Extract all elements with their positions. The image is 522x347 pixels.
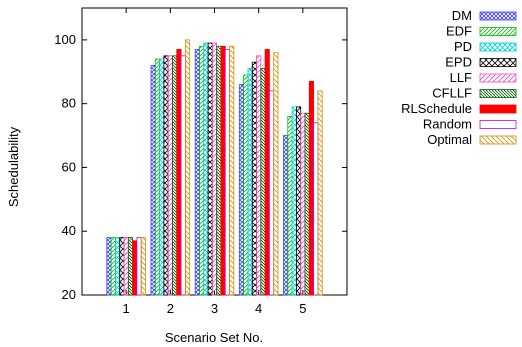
bar-pd-4 bbox=[247, 68, 253, 296]
bar-cfllf-4 bbox=[260, 68, 266, 296]
bar-llf-4 bbox=[256, 55, 262, 296]
bar-optimal-2 bbox=[184, 39, 191, 296]
y-tick-label: 20 bbox=[62, 287, 76, 302]
legend: DMEDFPDEPDLLFCFLLFRLScheduleRandomOptima… bbox=[401, 8, 517, 147]
bar-epd-3 bbox=[207, 42, 213, 296]
bar-edf-4 bbox=[243, 74, 249, 296]
legend-label-random: Random bbox=[423, 117, 472, 132]
x-tick-label: 4 bbox=[255, 301, 262, 316]
bar-pd-2 bbox=[159, 58, 165, 296]
legend-label-llf: LLF bbox=[450, 70, 472, 85]
bar-optimal-3 bbox=[229, 45, 235, 296]
legend-swatch-llf bbox=[479, 73, 517, 83]
plot-area: 20 40 60 80 100 1 2 3 4 5 bbox=[54, 7, 348, 316]
bar-cfllf-1 bbox=[127, 237, 134, 296]
x-tick-label: 3 bbox=[211, 301, 218, 316]
bar-edf-1 bbox=[110, 237, 116, 296]
legend-swatch-dm bbox=[479, 11, 517, 21]
bar-epd-2 bbox=[163, 55, 169, 296]
bar-optimal-4 bbox=[273, 52, 279, 296]
legend-swatch-pd bbox=[479, 42, 517, 52]
bar-random-4 bbox=[269, 90, 275, 296]
x-axis-label: Scenario Set No. bbox=[165, 330, 263, 345]
y-tick-label: 80 bbox=[62, 96, 76, 111]
bar-pd-5 bbox=[291, 106, 297, 296]
bar-rlschedule-5 bbox=[308, 80, 314, 296]
bar-dm-4 bbox=[238, 84, 245, 296]
bar-optimal-1 bbox=[140, 237, 146, 296]
legend-swatch-cfllf bbox=[479, 89, 517, 98]
bar-cfllf-2 bbox=[172, 55, 178, 296]
bar-rlschedule-1 bbox=[132, 240, 138, 296]
y-tick-label: 40 bbox=[62, 223, 76, 238]
bar-random-5 bbox=[313, 122, 319, 296]
bar-edf-5 bbox=[287, 116, 293, 296]
legend-swatch-rlschedule bbox=[479, 104, 517, 114]
y-tick-label: 60 bbox=[62, 159, 76, 174]
bar-dm-1 bbox=[106, 237, 112, 296]
bar-rlschedule-4 bbox=[264, 49, 270, 296]
bar-epd-5 bbox=[295, 106, 302, 296]
bar-epd-4 bbox=[251, 61, 257, 296]
bar-llf-3 bbox=[211, 42, 218, 296]
bar-epd-1 bbox=[119, 237, 125, 296]
x-tick-label: 1 bbox=[123, 301, 130, 316]
legend-swatch-epd bbox=[479, 58, 517, 67]
legend-label-dm: DM bbox=[452, 8, 472, 23]
y-axis-label: Schedulability bbox=[6, 126, 21, 207]
x-tick-label: 5 bbox=[299, 301, 306, 316]
bar-edf-3 bbox=[199, 45, 205, 296]
legend-label-epd: EPD bbox=[445, 55, 472, 70]
bar-dm-2 bbox=[150, 65, 156, 296]
bar-rlschedule-2 bbox=[176, 49, 182, 296]
legend-label-rlschedule: RLSchedule bbox=[401, 101, 472, 116]
legend-swatch-edf bbox=[479, 27, 517, 36]
bar-llf-5 bbox=[300, 112, 306, 296]
x-tick-label: 2 bbox=[167, 301, 174, 316]
bar-rlschedule-3 bbox=[220, 45, 226, 296]
legend-label-optimal: Optimal bbox=[427, 132, 472, 147]
bar-llf-1 bbox=[123, 237, 129, 296]
bar-random-2 bbox=[180, 55, 186, 296]
legend-label-edf: EDF bbox=[446, 24, 472, 39]
bar-cfllf-5 bbox=[304, 112, 310, 296]
legend-swatch-optimal bbox=[479, 135, 517, 145]
bar-edf-2 bbox=[154, 58, 160, 296]
bar-dm-5 bbox=[283, 135, 289, 296]
bar-pd-3 bbox=[203, 42, 209, 296]
bar-llf-2 bbox=[167, 55, 173, 296]
bar-cfllf-3 bbox=[216, 45, 222, 296]
y-tick-label: 100 bbox=[54, 32, 76, 47]
bar-random-1 bbox=[136, 237, 142, 296]
bar-optimal-5 bbox=[317, 90, 323, 296]
legend-label-cfllf: CFLLF bbox=[432, 86, 472, 101]
bar-pd-1 bbox=[115, 237, 121, 296]
bar-dm-3 bbox=[194, 49, 200, 296]
legend-swatch-random bbox=[479, 120, 517, 129]
legend-label-pd: PD bbox=[454, 39, 472, 54]
bar-random-3 bbox=[224, 49, 230, 296]
